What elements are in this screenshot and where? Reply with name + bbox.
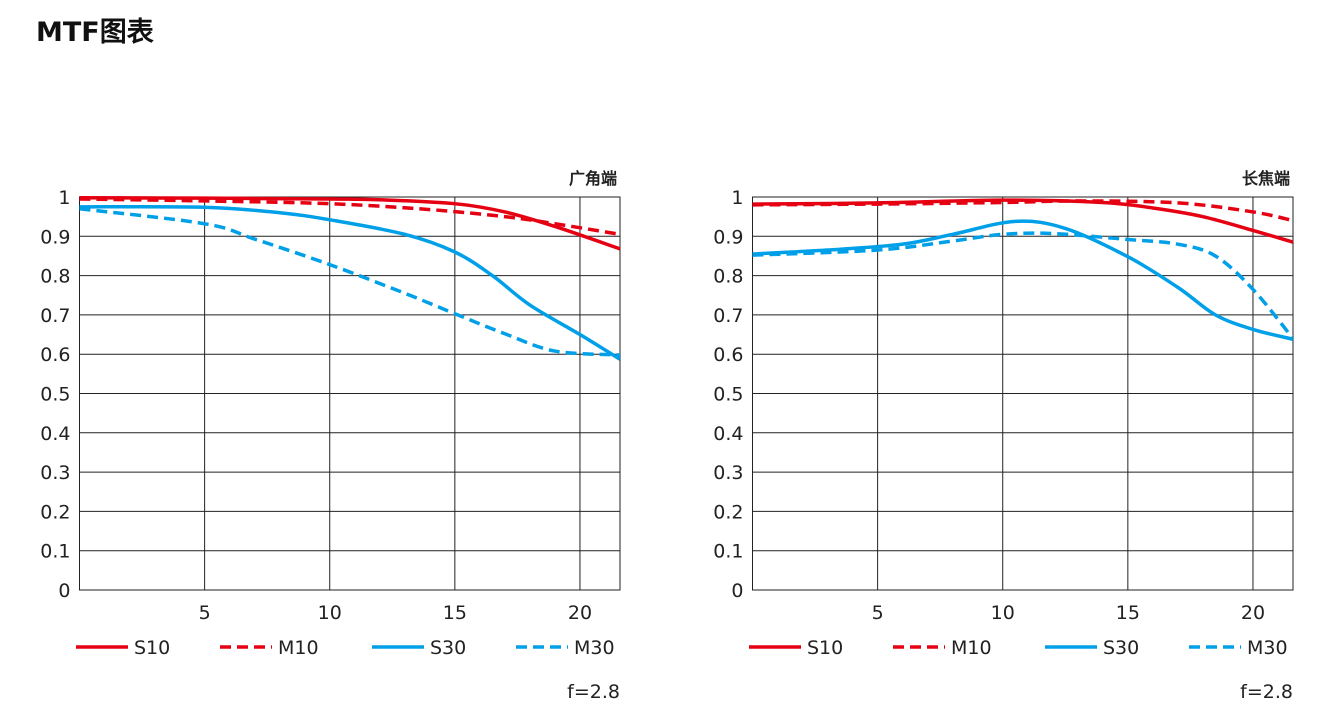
mtf-chart-1: 00.10.20.30.40.50.60.70.80.915 10 15 20长焦端S… — [713, 169, 1294, 703]
page-title: MTF图表 — [36, 17, 154, 48]
chart-subtitle: 长焦端 — [1242, 169, 1290, 188]
legend-label: S30 — [430, 637, 466, 659]
y-tick-label: 1 — [731, 187, 743, 209]
y-tick-label: 0 — [731, 580, 743, 602]
series-line-m30 — [79, 207, 620, 357]
y-tick-label: 0.6 — [40, 344, 70, 366]
series-line-s30 — [752, 219, 1293, 341]
y-tick-label: 0.4 — [713, 423, 743, 445]
y-tick-label: 0.2 — [713, 501, 743, 523]
y-tick-label: 0.7 — [40, 305, 70, 327]
y-tick-label: 0.1 — [713, 541, 743, 563]
legend-label: M10 — [951, 637, 992, 659]
legend-label: M30 — [1247, 637, 1288, 659]
y-tick-label: 0.9 — [40, 226, 70, 248]
chart-subtitle: 广角端 — [569, 169, 617, 188]
legend-label: M30 — [574, 637, 615, 659]
x-tick-label: 5 — [872, 602, 884, 624]
legend-label: M10 — [278, 637, 319, 659]
x-tick-label: 5 — [199, 602, 211, 624]
y-tick-label: 0.6 — [713, 344, 743, 366]
x-tick-label: 20 — [568, 602, 592, 624]
series-line-m10 — [752, 199, 1293, 223]
legend-label: S30 — [1103, 637, 1139, 659]
x-tick-label: 15 — [443, 602, 467, 624]
y-tick-label: 0.3 — [40, 462, 70, 484]
y-tick-label: 0.5 — [40, 384, 70, 406]
x-tick-label: 20 — [1241, 602, 1265, 624]
x-tick-label: 15 — [1116, 602, 1140, 624]
series-line-s30 — [79, 204, 620, 361]
y-tick-label: 0.8 — [713, 266, 743, 288]
y-tick-label: 0.3 — [713, 462, 743, 484]
y-tick-label: 0.5 — [713, 384, 743, 406]
mtf-chart-0: 00.10.20.30.40.50.60.70.80.915 10 15 20广角端S… — [40, 169, 621, 703]
y-tick-label: 0.8 — [40, 266, 70, 288]
series-line-m10 — [79, 197, 620, 237]
x-tick-label: 10 — [991, 602, 1015, 624]
y-tick-label: 0.1 — [40, 541, 70, 563]
x-tick-label: 10 — [318, 602, 342, 624]
y-tick-label: 0.4 — [40, 423, 70, 445]
legend-label: S10 — [807, 637, 843, 659]
legend-label: S10 — [134, 637, 170, 659]
y-tick-label: 0.7 — [713, 305, 743, 327]
series-line-m30 — [752, 231, 1293, 340]
y-tick-label: 0.2 — [40, 501, 70, 523]
y-tick-label: 1 — [58, 187, 70, 209]
y-tick-label: 0.9 — [713, 226, 743, 248]
aperture-note: f=2.8 — [567, 681, 620, 703]
aperture-note: f=2.8 — [1240, 681, 1293, 703]
y-tick-label: 0 — [58, 580, 70, 602]
